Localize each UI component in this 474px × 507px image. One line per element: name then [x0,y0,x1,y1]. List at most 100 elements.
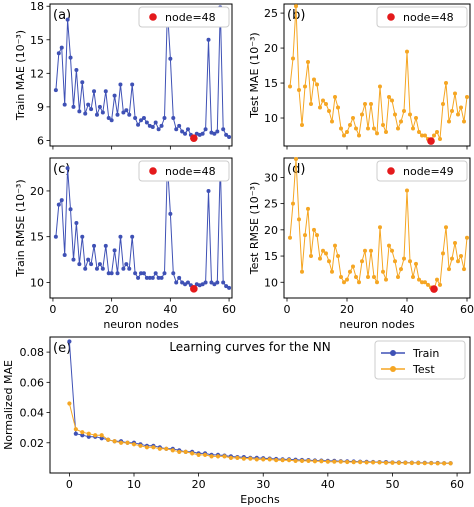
legend-marker [149,13,157,21]
series-d-point [393,259,397,264]
series-train-point [80,433,85,438]
series-d-point [447,267,451,272]
series-test-point [345,459,350,465]
series-c-point [162,271,167,276]
x-tick-label: 50 [385,478,399,491]
series-c-point [68,207,73,212]
series-c-point [124,262,129,267]
legend-box [138,6,230,28]
series-test-point [228,455,234,460]
legend-label: node=48 [165,11,216,24]
series-test-point [157,446,162,451]
y-tick-label: 10 [264,112,278,125]
legend-label: Test [412,363,435,376]
series-d-point [408,259,412,264]
series-b-point [348,123,352,128]
series-c-point [127,266,132,271]
series-d-point [315,233,319,238]
legend-box [376,6,468,28]
series-d-point [318,256,322,261]
series-test-point [202,452,208,457]
series-test-point [370,460,376,465]
series-b-point [453,91,457,96]
series-test-point [338,459,343,464]
series-c-point [139,271,143,276]
series-d-point [324,251,328,256]
series-d-point [333,243,337,248]
highlight-point [427,137,435,145]
series-d-point [441,251,445,256]
series-test-point [164,446,169,451]
series-b-point [414,116,418,121]
series-a-point [206,37,211,42]
series-c-point [80,234,85,239]
y-tick-label: 10 [30,276,44,289]
series-test-point [267,457,272,462]
series-b-point [435,130,439,135]
series-d-point [339,275,343,280]
y-tick-label: 6 [37,134,44,147]
series-d-point [375,280,379,285]
series-b-point [345,130,349,135]
series-d-point [465,235,469,240]
series-b-point [372,126,376,131]
series-test-point [396,460,402,465]
series-d-point [348,269,352,274]
series-a-point [177,123,182,128]
series-test-point [80,430,85,435]
series-b-point [306,60,310,65]
series-test-point [312,459,318,464]
series-c-point [227,285,232,290]
series-c-point [109,271,114,276]
series-b-point [417,130,421,135]
series-d-point [312,227,316,232]
series-d-point [453,240,457,245]
series-test-point [422,461,427,466]
y-axis-label: Test MAE (10⁻³) [248,32,261,118]
series-a-point [180,129,185,134]
series-d-point [387,243,391,248]
series-test-point [332,459,337,464]
y-tick-label: 25 [264,198,278,211]
series-c-point [153,271,158,276]
y-tick-label: 18 [30,0,44,13]
x-tick-label: 0 [49,303,56,316]
series-c-point [224,284,229,289]
series-d-point [414,261,418,266]
series-test-point [235,455,240,460]
highlight-point [430,285,438,293]
series-a-point [127,112,132,117]
legend-label: node=48 [165,165,216,178]
series-c-point [150,275,155,280]
series-a-point [94,112,99,117]
series-c-point [141,271,146,276]
series-b-point [441,102,445,107]
series-test-point [364,460,369,465]
series-c-point [215,280,220,285]
y-tick-label: 20 [30,185,44,198]
series-c-point [200,282,205,287]
series-d-point [357,280,361,285]
series-d-point [342,280,346,285]
y-tick-label: 0.02 [20,437,45,450]
series-b-point [462,119,466,124]
y-tick-label: 9 [37,101,44,114]
series-b-point [456,112,460,117]
series-d-point [363,248,367,253]
series-test-point [299,458,305,464]
x-tick-label: 60 [450,478,464,491]
legend-swatch-marker [390,366,396,372]
legend-swatch-marker [390,350,396,356]
series-c-point [212,282,217,287]
series-test-point [306,458,311,464]
series-d-point [402,256,406,261]
series-d-point [351,264,355,269]
series-a-point [200,131,205,136]
axes-frame [283,3,471,147]
series-test-point [67,401,72,406]
series-b-point [288,84,292,89]
axes-frame [283,157,471,299]
series-c-point [156,275,161,280]
